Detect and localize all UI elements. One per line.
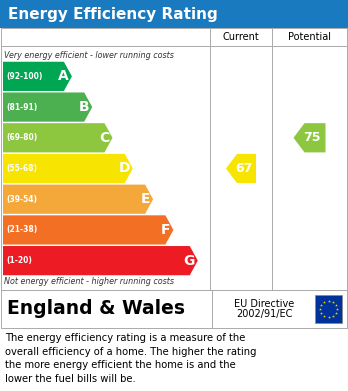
Bar	[0, 0, 348, 28]
Text: G: G	[183, 254, 195, 268]
Text: (81-91): (81-91)	[6, 102, 37, 111]
Polygon shape	[3, 123, 112, 152]
Text: F: F	[161, 223, 171, 237]
Polygon shape	[3, 215, 173, 244]
Text: 67: 67	[235, 162, 252, 175]
Text: England & Wales: England & Wales	[7, 300, 185, 319]
Text: The energy efficiency rating is a measure of the
overall efficiency of a home. T: The energy efficiency rating is a measur…	[5, 333, 256, 384]
Polygon shape	[3, 62, 72, 91]
Text: Not energy efficient - higher running costs: Not energy efficient - higher running co…	[4, 276, 174, 285]
Text: E: E	[141, 192, 150, 206]
Text: 75: 75	[303, 131, 321, 144]
Text: Very energy efficient - lower running costs: Very energy efficient - lower running co…	[4, 50, 174, 59]
Text: (39-54): (39-54)	[6, 195, 37, 204]
Bar	[1, 28, 347, 290]
Polygon shape	[3, 154, 133, 183]
Text: 2002/91/EC: 2002/91/EC	[236, 309, 292, 319]
Text: (69-80): (69-80)	[6, 133, 37, 142]
Text: (21-38): (21-38)	[6, 226, 37, 235]
Polygon shape	[3, 185, 153, 214]
Text: EU Directive: EU Directive	[234, 299, 294, 309]
Text: Energy Efficiency Rating: Energy Efficiency Rating	[8, 7, 218, 22]
Bar	[1, 290, 347, 328]
Text: (1-20): (1-20)	[6, 256, 32, 265]
Text: (92-100): (92-100)	[6, 72, 42, 81]
Text: B: B	[79, 100, 89, 114]
Polygon shape	[3, 92, 92, 122]
Bar	[315, 295, 342, 323]
Text: Current: Current	[223, 32, 259, 42]
Text: (55-68): (55-68)	[6, 164, 37, 173]
Text: Potential: Potential	[288, 32, 331, 42]
Text: D: D	[118, 161, 130, 176]
Text: C: C	[99, 131, 110, 145]
Text: A: A	[58, 69, 69, 83]
Polygon shape	[293, 123, 325, 152]
Polygon shape	[3, 246, 198, 275]
Polygon shape	[226, 154, 256, 183]
